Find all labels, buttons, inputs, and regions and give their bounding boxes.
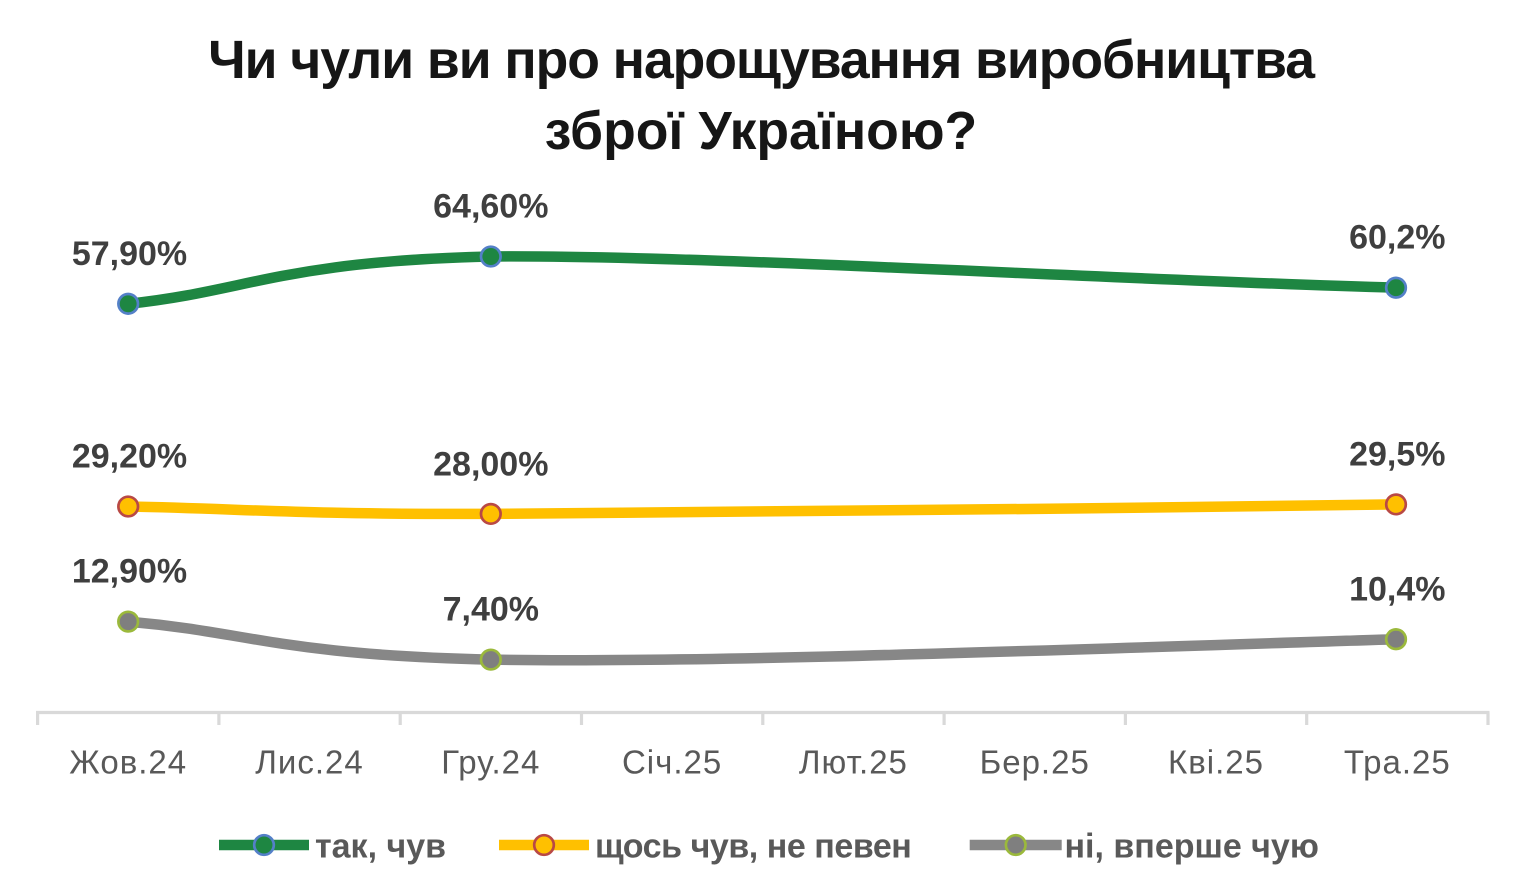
svg-text:60,2%: 60,2% [1349,219,1445,257]
svg-text:зброї Україною?: зброї Україною? [545,102,977,161]
svg-text:64,60%: 64,60% [433,188,548,226]
svg-text:Чи чули ви про нарощування вир: Чи чули ви про нарощування виробництва [208,31,1316,90]
svg-text:щось чув, не певен: щось чув, не певен [595,828,911,866]
svg-text:29,5%: 29,5% [1349,435,1445,473]
svg-text:Лис.24: Лис.24 [255,744,363,781]
svg-text:12,90%: 12,90% [72,553,187,591]
svg-text:Жов.24: Жов.24 [69,744,187,781]
svg-text:28,00%: 28,00% [433,445,548,483]
svg-text:10,4%: 10,4% [1349,570,1445,608]
svg-text:Кві.25: Кві.25 [1168,744,1264,781]
svg-text:Бер.25: Бер.25 [980,744,1090,781]
svg-text:Тра.25: Тра.25 [1344,744,1451,781]
svg-text:так, чув: так, чув [315,828,446,866]
svg-text:29,20%: 29,20% [72,438,187,476]
svg-text:7,40%: 7,40% [443,590,539,628]
svg-text:ні, вперше чую: ні, вперше чую [1065,828,1319,866]
svg-text:Лют.25: Лют.25 [799,744,908,781]
svg-text:Січ.25: Січ.25 [622,744,722,781]
svg-text:57,90%: 57,90% [72,235,187,273]
svg-text:Гру.24: Гру.24 [441,744,540,781]
